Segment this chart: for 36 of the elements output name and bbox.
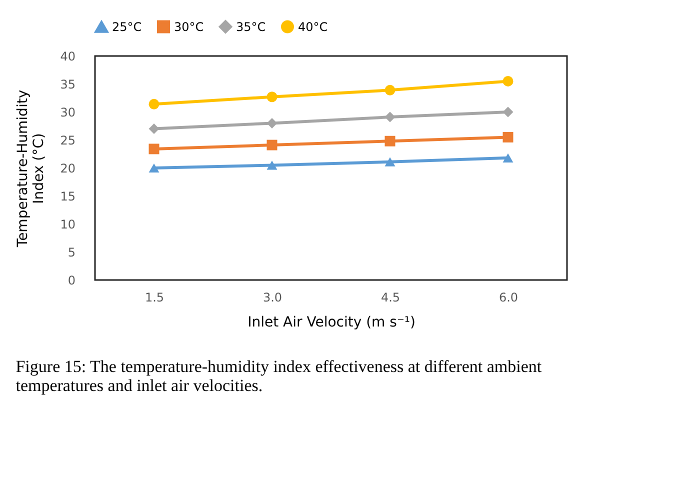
y-tick-label: 40 — [60, 50, 76, 64]
point — [384, 84, 396, 96]
point — [384, 136, 396, 146]
point — [148, 163, 160, 173]
point — [266, 118, 278, 128]
point — [384, 157, 396, 166]
y-tick-label: 25 — [60, 134, 76, 148]
point — [502, 106, 514, 118]
y-tick-label: 30 — [60, 106, 76, 120]
point — [148, 144, 160, 154]
legend-label: 25°C — [112, 20, 142, 34]
y-tick-label: 0 — [68, 274, 76, 288]
x-tick-label: 6.0 — [498, 290, 518, 304]
legend-label: 30°C — [174, 20, 204, 34]
y-tick-label: 15 — [60, 190, 76, 204]
y-tick-label: 20 — [60, 162, 76, 176]
x-axis-title: Inlet Air Velocity (m s⁻¹) — [248, 314, 416, 330]
point — [148, 98, 160, 110]
x-tick-label: 1.5 — [144, 290, 164, 304]
x-tick-label: 4.5 — [380, 290, 400, 304]
point — [266, 160, 278, 170]
point — [266, 140, 278, 150]
caption: Figure 15: The temperature-humidity index effectiveness at different ambient temperatures and inlet air velocities. — [16, 357, 542, 395]
point — [502, 76, 514, 86]
point — [502, 153, 514, 162]
legend-label: 40°C — [298, 20, 328, 34]
point — [266, 92, 278, 102]
point — [384, 112, 396, 122]
y-tick-label: 35 — [60, 78, 76, 92]
legend-label: 35°C — [236, 20, 266, 34]
point — [502, 132, 514, 142]
y-tick-label: 10 — [60, 218, 76, 232]
y-axis-title: Temperature-Humidity Index (°C) — [15, 90, 48, 248]
point — [148, 124, 160, 134]
y-tick-label: 5 — [68, 246, 76, 260]
x-tick-label: 3.0 — [262, 290, 282, 304]
